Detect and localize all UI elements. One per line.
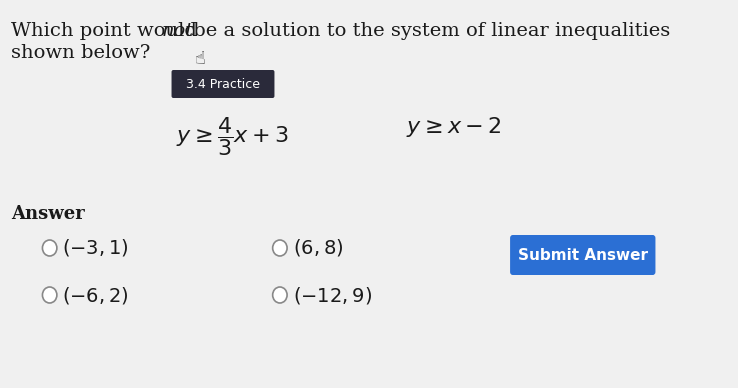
Text: Submit Answer: Submit Answer <box>518 248 648 263</box>
Circle shape <box>272 287 287 303</box>
Circle shape <box>42 287 57 303</box>
Circle shape <box>42 240 57 256</box>
Circle shape <box>272 240 287 256</box>
Text: Answer: Answer <box>11 205 85 223</box>
Text: ☝: ☝ <box>195 50 206 68</box>
Text: $(6,8)$: $(6,8)$ <box>292 237 343 258</box>
Text: Which point would: Which point would <box>11 22 203 40</box>
FancyBboxPatch shape <box>510 235 655 275</box>
Text: $(-12,9)$: $(-12,9)$ <box>292 284 372 305</box>
Text: shown below?: shown below? <box>11 44 151 62</box>
Text: be a solution to the system of linear inequalities: be a solution to the system of linear in… <box>187 22 670 40</box>
FancyBboxPatch shape <box>171 70 275 98</box>
Text: $(-6,2)$: $(-6,2)$ <box>62 284 129 305</box>
Text: $(-3,1)$: $(-3,1)$ <box>62 237 129 258</box>
Text: $y \geq x-2$: $y \geq x-2$ <box>406 115 502 139</box>
Text: not: not <box>162 22 194 40</box>
Text: 3.4 Practice: 3.4 Practice <box>186 78 260 90</box>
Text: $y \geq \dfrac{4}{3}x+3$: $y \geq \dfrac{4}{3}x+3$ <box>176 115 289 158</box>
